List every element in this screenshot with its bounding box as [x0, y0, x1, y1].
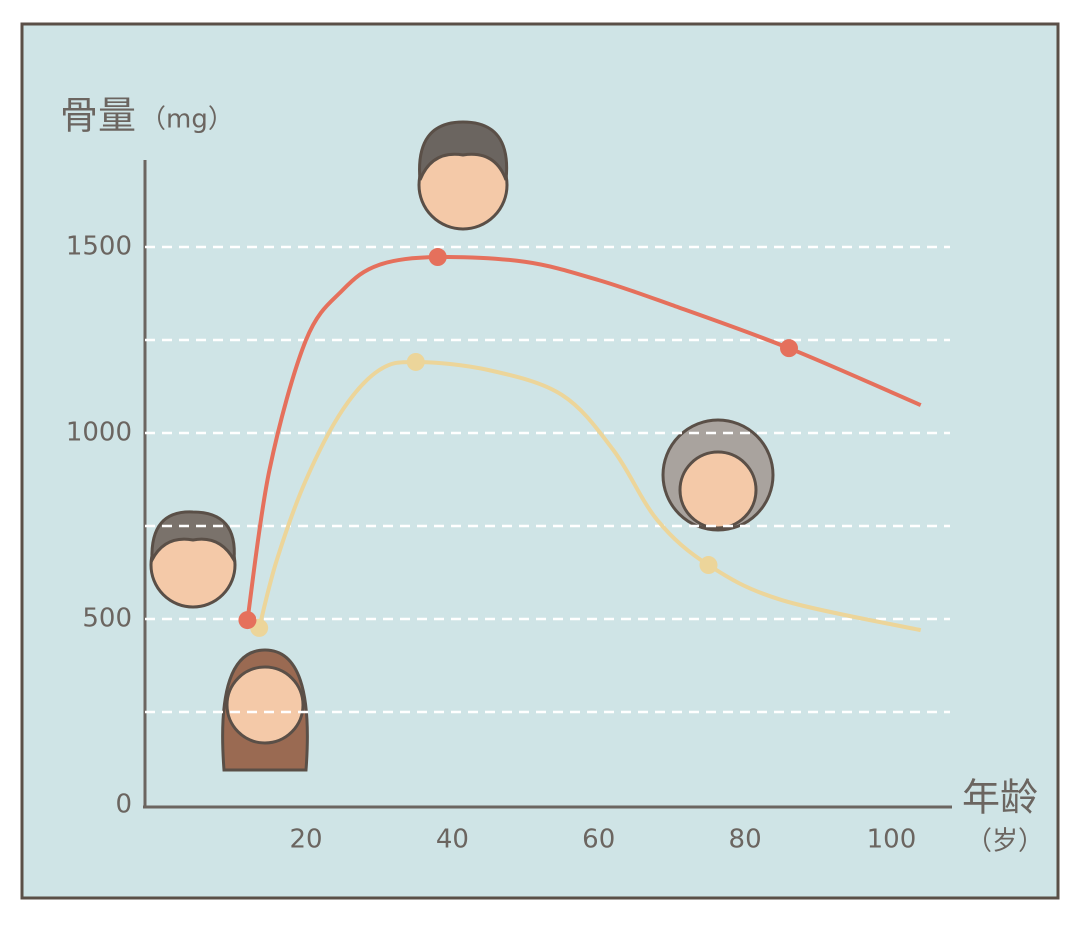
- y-tick-label: 1000: [66, 418, 132, 448]
- x-tick-label: 60: [582, 825, 615, 855]
- point: [238, 611, 257, 630]
- x-tick-label: 20: [289, 825, 322, 855]
- x-tick-label: 100: [867, 825, 917, 855]
- y-tick-label: 500: [82, 604, 132, 634]
- face-grandma: [661, 418, 775, 532]
- frame: [20, 22, 1060, 900]
- x-tick-label: 80: [729, 825, 762, 855]
- x-tick-label: 40: [436, 825, 469, 855]
- y-axis-unit: （mg）: [140, 105, 234, 135]
- point: [699, 556, 718, 575]
- y-tick-label: 1500: [66, 232, 132, 262]
- x-axis-label: 年龄: [962, 776, 1038, 820]
- y-axis-label: 骨量: [60, 94, 136, 138]
- face-girl: [221, 648, 309, 772]
- point: [406, 352, 425, 371]
- y-tick-label: 0: [115, 790, 132, 820]
- face-boy: [149, 510, 237, 609]
- face-man: [417, 120, 509, 231]
- x-axis-unit: （岁）: [966, 827, 1044, 857]
- point: [428, 248, 447, 267]
- point: [780, 339, 798, 358]
- series-line: [257, 359, 922, 633]
